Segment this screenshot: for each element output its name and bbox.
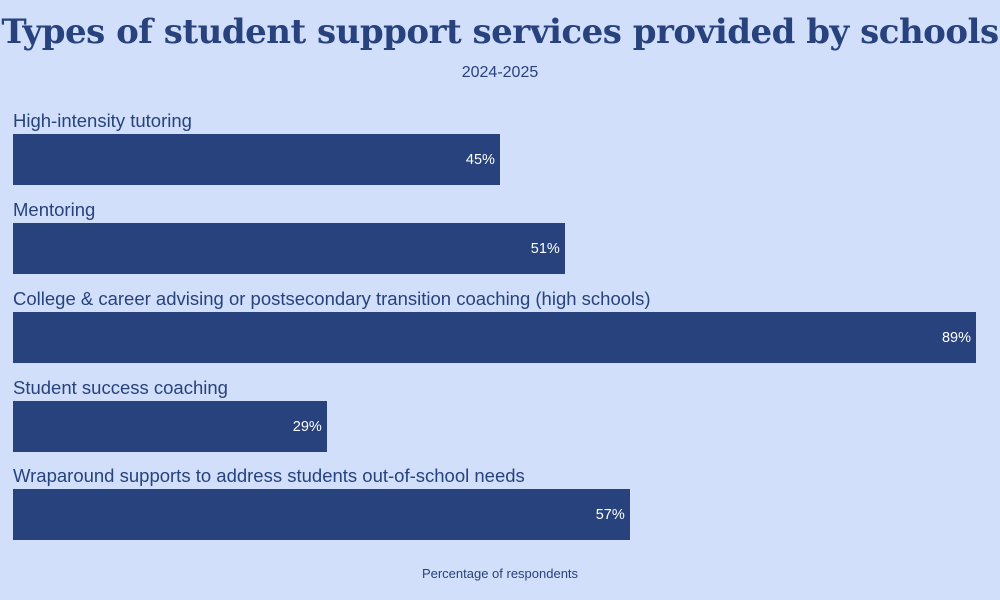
bar: 51% (13, 223, 565, 274)
chart-subtitle: 2024-2025 (461, 64, 539, 81)
chart-title: Types of student support services provid… (1, 12, 999, 52)
bar-value-label: 29% (292, 418, 322, 435)
bar: 45% (13, 134, 500, 185)
bar-value-label: 57% (595, 506, 625, 523)
bar: 29% (13, 401, 327, 452)
category-label: Mentoring (13, 199, 96, 220)
category-label: Student success coaching (13, 377, 228, 398)
category-label: High-intensity tutoring (13, 110, 192, 131)
category-label: Wraparound supports to address students … (13, 465, 525, 486)
bar: 57% (13, 489, 630, 540)
x-axis-label: Percentage of respondents (421, 566, 579, 581)
category-label: College & career advising or postseconda… (13, 288, 651, 309)
bar-value-label: 51% (530, 240, 560, 257)
bar: 89% (13, 312, 976, 363)
bar-value-label: 45% (465, 151, 495, 168)
bar-value-label: 89% (941, 329, 971, 346)
